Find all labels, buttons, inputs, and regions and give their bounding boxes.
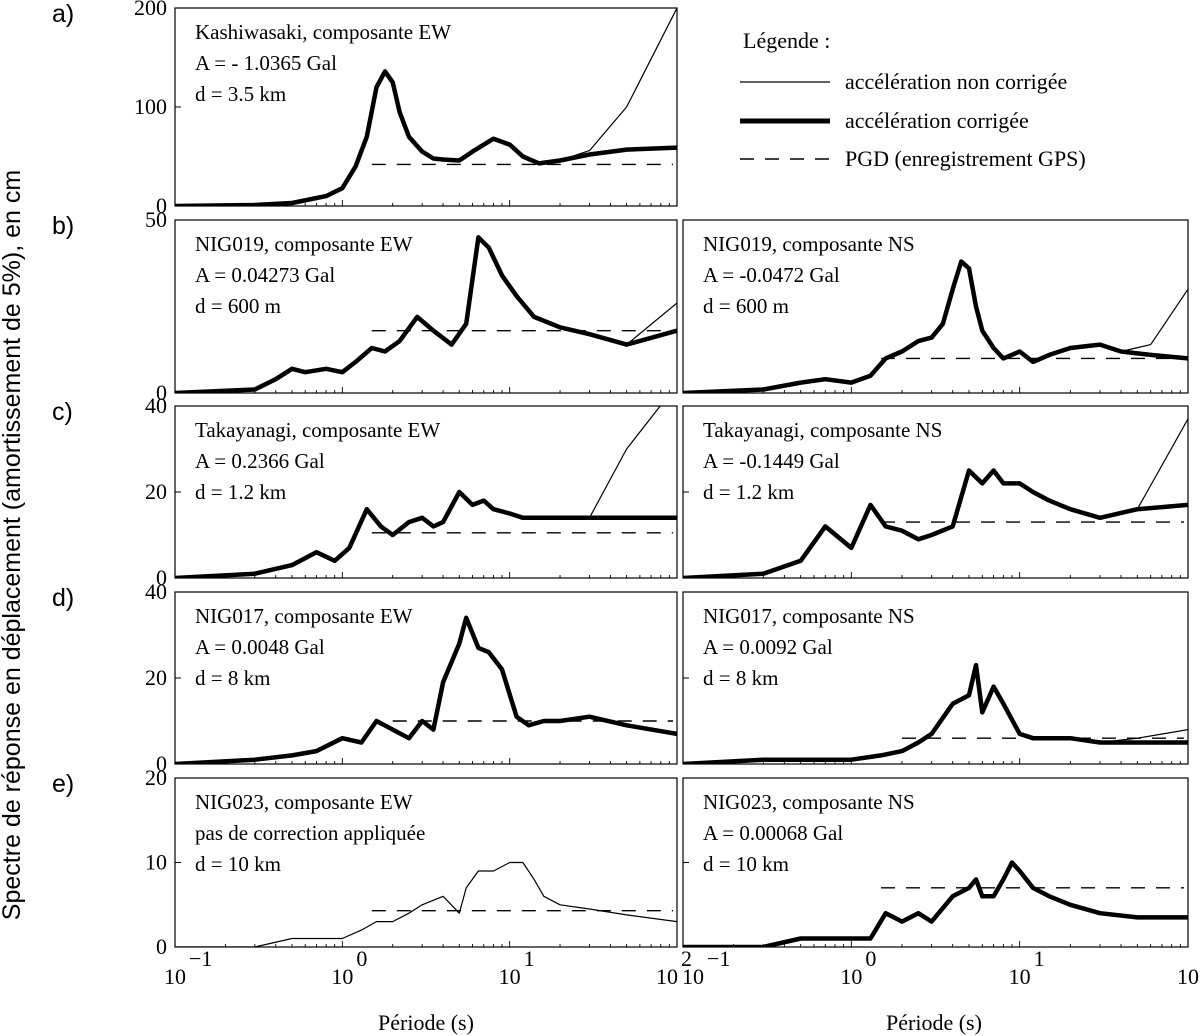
- y-tick-label: 40: [145, 393, 167, 418]
- x-tick-label-base: 10: [1177, 964, 1199, 989]
- y-tick-label: 40: [145, 579, 167, 604]
- distance-value: d = 8 km: [703, 666, 778, 690]
- x-tick-label-base: 10: [331, 964, 353, 989]
- distance-value: d = 8 km: [195, 666, 270, 690]
- chart-panel-d-ns: NIG017, composante NS A = 0.0092 Gal d = 8…: [682, 591, 1189, 765]
- y-tick-label: 20: [145, 765, 167, 790]
- legend-uncorrected-label: accélération non corrigée: [845, 69, 1067, 94]
- corrected-series-line: [175, 235, 677, 393]
- x-tick-label-base: 10: [656, 964, 678, 989]
- distance-value: d = 1.2 km: [703, 480, 794, 504]
- chart-panel-c-ew: 0 20 40 c) Takayanagi, composante EW A = 0.23…: [52, 393, 678, 590]
- y-tick-label: 0: [156, 193, 167, 218]
- panel-label: c): [52, 398, 73, 426]
- distance-value: d = 10 km: [703, 852, 789, 876]
- legend: Légende : accélération non corrigée accé…: [740, 28, 1086, 171]
- x-tick-label-base: 10: [1009, 964, 1031, 989]
- station-name: Kashiwasaki, composante EW: [195, 20, 451, 44]
- y-tick-label: 200: [134, 0, 167, 20]
- y-tick-label: 20: [145, 479, 167, 504]
- corrected-series-line: [683, 860, 1188, 947]
- x-tick-label-exponent: 2: [681, 946, 692, 971]
- station-name: NIG017, composante NS: [703, 604, 915, 628]
- offset-value: A = 0.0092 Gal: [703, 635, 833, 659]
- panel-frame: [174, 219, 678, 394]
- uncorrected-series-line: [1136, 418, 1188, 510]
- offset-value: A = -0.1449 Gal: [703, 449, 840, 473]
- x-tick-label-base: 10: [840, 964, 862, 989]
- y-tick-label: 20: [145, 665, 167, 690]
- chart-panel-a-ew: 0 100 200 a) Kashiwasaki, composante EW A = -…: [52, 0, 678, 218]
- x-tick-label-exponent: 1: [1034, 946, 1045, 971]
- offset-value: A = 0.04273 Gal: [195, 263, 335, 287]
- offset-value: A = 0.2366 Gal: [195, 449, 325, 473]
- chart-panel-d-ew: 0 20 40 d) NIG017, composante EW A = 0.0048 G…: [52, 579, 678, 776]
- offset-value: A = 0.00068 Gal: [703, 821, 843, 845]
- corrected-series-line: [683, 259, 1188, 393]
- x-axis-title-left: Période (s): [378, 1010, 474, 1035]
- panel-label: a): [52, 0, 74, 28]
- distance-value: d = 600 m: [703, 294, 789, 318]
- x-tick-label-exponent: 0: [865, 946, 876, 971]
- station-name: Takayanagi, composante EW: [195, 418, 440, 442]
- panel-label: b): [52, 212, 74, 240]
- y-tick-label: 50: [145, 207, 167, 232]
- corrected-series-line: [175, 489, 677, 578]
- corrected-series-line: [175, 69, 677, 206]
- y-tick-label: 0: [156, 565, 167, 590]
- station-name: NIG023, composante NS: [703, 790, 915, 814]
- x-tick-label-base: 10: [164, 964, 186, 989]
- panel-frame: [682, 219, 1189, 394]
- x-axis-title-right: Période (s): [886, 1010, 982, 1035]
- station-name: NIG017, composante EW: [195, 604, 413, 628]
- legend-pgd-label: PGD (enregistrement GPS): [845, 146, 1086, 171]
- offset-value: A = 0.0048 Gal: [195, 635, 325, 659]
- chart-panel-c-ns: Takayanagi, composante NS A = -0.1449 Gal…: [682, 405, 1189, 579]
- station-name: NIG019, composante EW: [195, 232, 413, 256]
- panel-label: d): [52, 584, 74, 612]
- distance-value: d = 600 m: [195, 294, 281, 318]
- y-tick-label: 0: [156, 751, 167, 776]
- y-axis-title: Spectre de réponse en déplacement (amort…: [0, 170, 26, 920]
- y-tick-label: 0: [156, 380, 167, 405]
- offset-value: A = - 1.0365 Gal: [195, 51, 337, 75]
- x-tick-label-base: 10: [682, 964, 704, 989]
- panel-label: e): [52, 770, 74, 798]
- legend-title: Légende :: [743, 28, 830, 53]
- uncorrected-series-line: [1120, 288, 1188, 353]
- station-name: NIG023, composante EW: [195, 790, 413, 814]
- corrected-series-line: [175, 615, 677, 764]
- station-name: NIG019, composante NS: [703, 232, 915, 256]
- x-tick-label-exponent: −1: [707, 946, 730, 971]
- distance-value: d = 3.5 km: [195, 82, 286, 106]
- chart-panel-e-ns: NIG023, composante NS A = 0.00068 Gal d = …: [682, 777, 1199, 989]
- chart-panel-b-ns: NIG019, composante NS A = -0.0472 Gal d = …: [682, 219, 1189, 394]
- distance-value: d = 1.2 km: [195, 480, 286, 504]
- legend-corrected-label: accélération corrigée: [845, 108, 1029, 133]
- distance-value: d = 10 km: [195, 852, 281, 876]
- uncorrected-series-line: [175, 861, 677, 947]
- x-tick-label-base: 10: [499, 964, 521, 989]
- y-tick-label: 0: [156, 934, 167, 959]
- x-tick-label-exponent: 0: [356, 946, 367, 971]
- x-tick-label-exponent: −1: [189, 946, 212, 971]
- y-tick-label: 10: [145, 850, 167, 875]
- corrected-series-line: [683, 662, 1188, 764]
- chart-panel-b-ew: 0 50 b) NIG019, composante EW A = 0.04273 Ga…: [52, 207, 678, 405]
- station-name: Takayanagi, composante NS: [703, 418, 942, 442]
- offset-value: A = -0.0472 Gal: [703, 263, 840, 287]
- x-tick-label-exponent: 1: [524, 946, 535, 971]
- corrected-series-line: [683, 468, 1188, 578]
- y-tick-label: 100: [134, 94, 167, 119]
- offset-value: pas de correction appliquée: [195, 821, 425, 845]
